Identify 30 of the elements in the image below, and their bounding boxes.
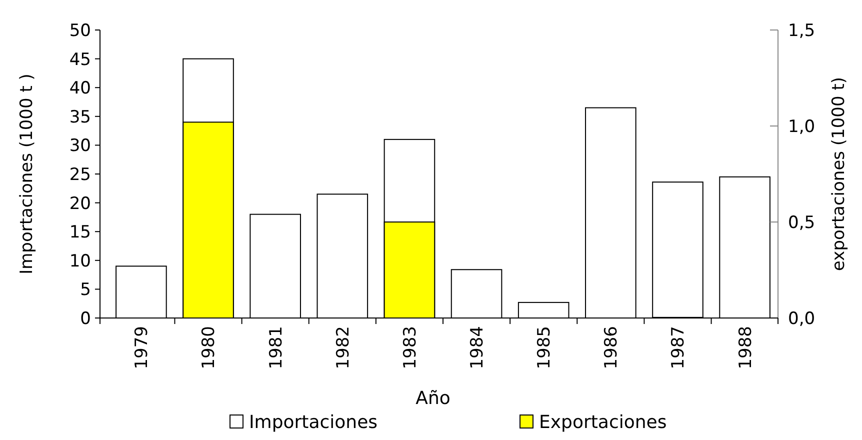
y-tick-label: 15 bbox=[69, 222, 91, 243]
y-tick-label: 10 bbox=[69, 251, 91, 272]
y-axis-title: Importaciones (1000 t ) bbox=[17, 74, 37, 274]
y-tick-label: 35 bbox=[69, 107, 91, 128]
x-tick-label: 1986 bbox=[602, 326, 622, 370]
x-axis-title: Año bbox=[416, 388, 450, 409]
x-tick-label: 1988 bbox=[736, 326, 756, 370]
legend-label: Importaciones bbox=[249, 412, 378, 433]
x-tick-label: 1981 bbox=[266, 326, 286, 370]
y2-tick-label: 1,0 bbox=[788, 116, 816, 137]
x-tick-label: 1979 bbox=[132, 326, 152, 370]
x-tick-label: 1987 bbox=[668, 326, 689, 370]
y-tick-label: 45 bbox=[69, 50, 91, 70]
legend-label: Exportaciones bbox=[539, 412, 667, 433]
y2-tick-label: 0,5 bbox=[788, 212, 816, 233]
x-tick-label: 1985 bbox=[534, 326, 555, 370]
y-tick-label: 40 bbox=[69, 78, 91, 99]
x-tick-label: 1980 bbox=[199, 326, 220, 370]
y-tick-label: 5 bbox=[80, 280, 91, 300]
x-tick-label: 1982 bbox=[333, 326, 354, 370]
y2-tick-label: 0,0 bbox=[788, 308, 816, 329]
x-tick-label: 1984 bbox=[467, 326, 488, 370]
x-tick-label: 1983 bbox=[400, 326, 420, 370]
y2-tick-label: 1,5 bbox=[788, 20, 816, 41]
y-tick-label: 20 bbox=[69, 194, 91, 214]
y-tick-label: 25 bbox=[69, 164, 91, 185]
y-tick-label: 50 bbox=[69, 20, 91, 41]
y-tick-label: 30 bbox=[69, 136, 91, 156]
y2-axis-title: exportaciones (1000 t) bbox=[829, 76, 849, 272]
y-tick-label: 0 bbox=[80, 308, 91, 329]
